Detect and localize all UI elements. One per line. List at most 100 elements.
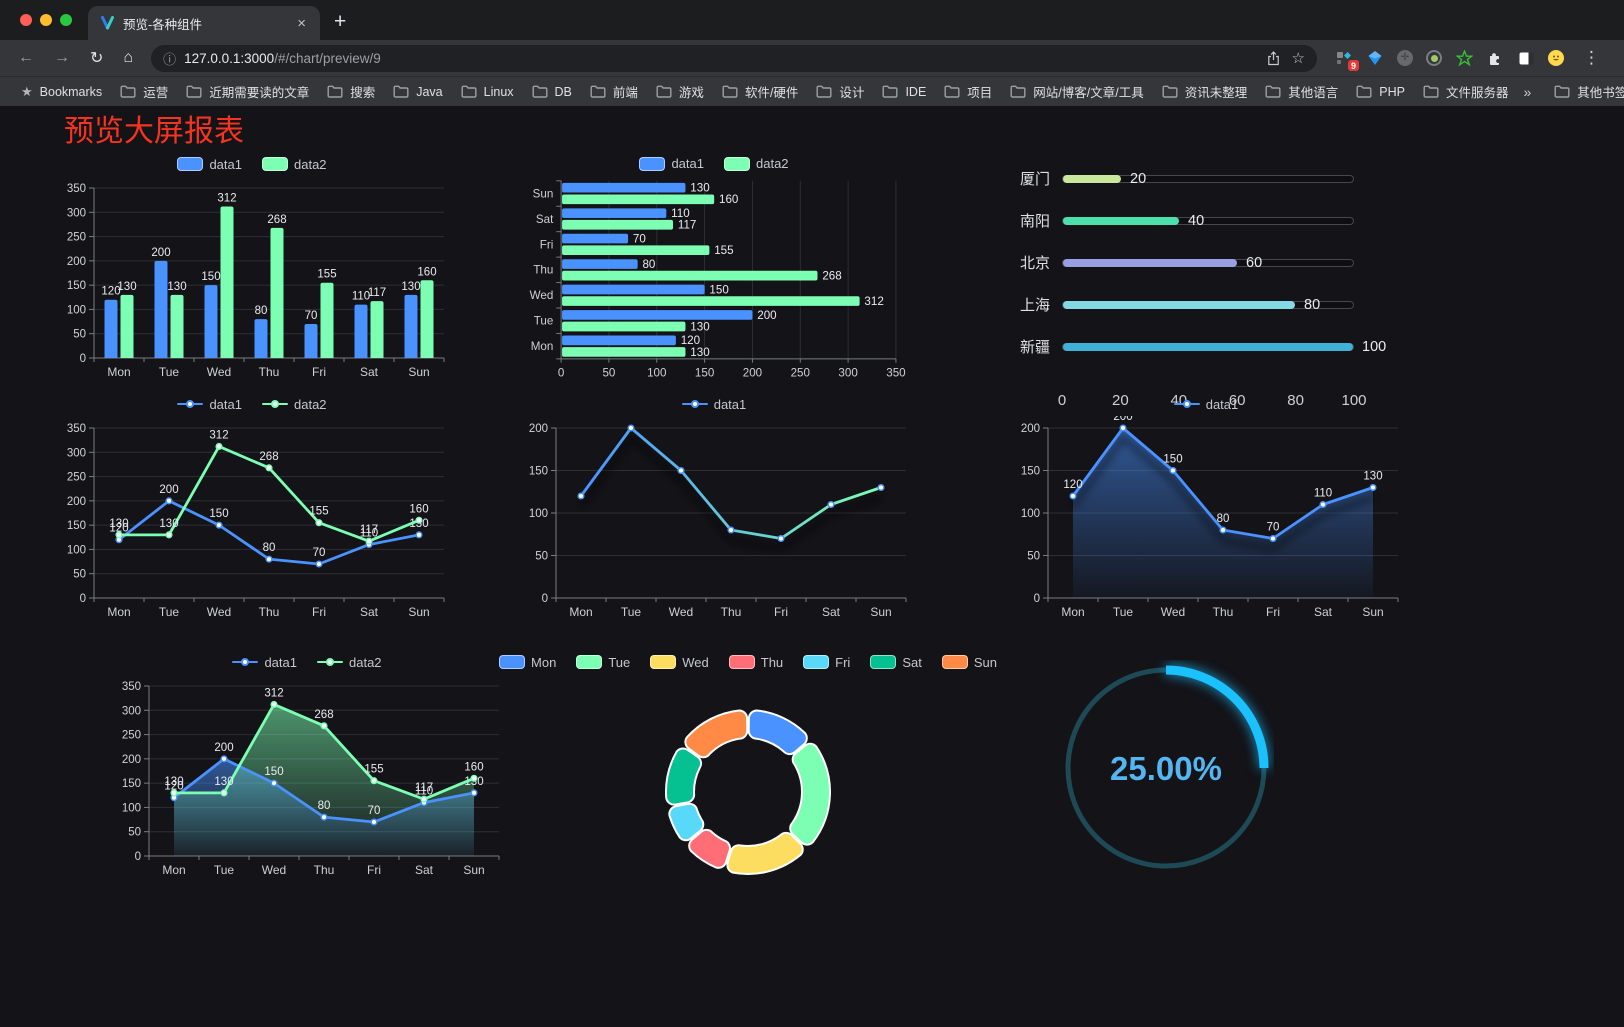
bookmark-label: 运营	[143, 86, 169, 100]
svg-text:Thu: Thu	[1213, 605, 1234, 619]
bookmark-folder-item[interactable]: PHP	[1347, 82, 1414, 102]
extension-green-star-icon[interactable]	[1455, 49, 1473, 67]
browser-window: 预览-各种组件 × + ← → ↻ ⌂ ⓘ 127.0.0.1:3000/#/c…	[0, 0, 1624, 106]
legend-item[interactable]: data2	[317, 655, 382, 670]
svg-text:150: 150	[201, 271, 220, 283]
svg-text:100: 100	[647, 367, 666, 380]
reading-mode-icon[interactable]	[1517, 49, 1535, 67]
extensions-puzzle-icon[interactable]	[1486, 49, 1504, 67]
extension-dark-circle-icon[interactable]: ✛	[1397, 50, 1413, 66]
bookmark-folder-item[interactable]: 搜索	[318, 79, 384, 104]
svg-text:Thu: Thu	[259, 605, 280, 619]
new-tab-button[interactable]: +	[334, 10, 347, 33]
bookmark-folder-item[interactable]: Linux	[452, 82, 523, 102]
svg-text:200: 200	[743, 367, 762, 380]
progress-label: 南阳	[1019, 213, 1050, 230]
legend-marker-icon	[186, 400, 195, 408]
legend-item[interactable]: data1	[177, 157, 242, 172]
bookmark-folder-item[interactable]: 项目	[935, 79, 1001, 104]
extension-green-dot-icon[interactable]	[1426, 50, 1442, 66]
extension-gem-icon[interactable]	[1366, 49, 1384, 67]
bookmark-folder-item[interactable]: Java	[384, 82, 451, 102]
svg-text:110: 110	[352, 291, 370, 303]
url-bar[interactable]: ⓘ 127.0.0.1:3000/#/chart/preview/9 ☆	[151, 44, 1317, 72]
extension-devtools-icon[interactable]: 9	[1335, 49, 1359, 71]
legend-item[interactable]: Mon	[499, 655, 556, 670]
axis-tick-label: 80	[1287, 392, 1304, 409]
emoji-extension-icon[interactable]	[1548, 50, 1564, 66]
bookmark-folder-item[interactable]: 设计	[807, 79, 873, 104]
bookmark-folder-item[interactable]: 软件/硬件	[713, 79, 807, 104]
bookmark-label: 软件/硬件	[744, 86, 799, 100]
legend-item[interactable]: Tue	[576, 655, 630, 670]
progress-fill	[1063, 258, 1237, 267]
legend-label: data2	[349, 654, 382, 670]
legend-item[interactable]: data2	[262, 397, 327, 412]
legend-item[interactable]: data1	[232, 655, 297, 670]
bookmark-folder-item[interactable]: 近期需要读的文章	[177, 79, 318, 104]
pie-segment[interactable]	[668, 802, 705, 842]
bookmark-folder-item[interactable]: 游戏	[647, 79, 713, 104]
back-icon[interactable]: ←	[18, 49, 34, 66]
bookmark-folder-item[interactable]: IDE	[873, 82, 935, 102]
legend-swatch	[639, 156, 666, 171]
legend-item[interactable]: Sat	[870, 655, 922, 670]
bookmark-label: IDE	[905, 84, 927, 99]
svg-text:Sun: Sun	[408, 365, 429, 379]
bookmark-folder-item[interactable]: 资讯未整理	[1153, 79, 1257, 104]
legend-item[interactable]: Sun	[941, 655, 997, 670]
bookmark-folder-item[interactable]: 网站/博客/文章/工具	[1001, 79, 1152, 104]
legend-item[interactable]: data1	[639, 156, 704, 171]
legend-item[interactable]: Wed	[650, 655, 709, 670]
svg-text:110: 110	[360, 528, 378, 540]
reload-icon[interactable]: ↻	[90, 50, 104, 67]
svg-text:155: 155	[309, 506, 328, 518]
forward-icon[interactable]: →	[54, 49, 70, 66]
pie-segment[interactable]	[684, 709, 749, 759]
window-minimize-button[interactable]	[40, 14, 52, 26]
pie-segment[interactable]	[726, 831, 804, 875]
home-icon[interactable]: ⌂	[123, 49, 134, 66]
progress-row: 上海 80	[1002, 294, 1354, 315]
window-close-button[interactable]	[20, 14, 32, 26]
browser-tab[interactable]: 预览-各种组件 ×	[88, 6, 320, 40]
pie-segment[interactable]	[665, 747, 703, 806]
bookmark-folder-item[interactable]: 前端	[581, 79, 647, 104]
pie-segment[interactable]	[688, 828, 731, 869]
pie-segment[interactable]	[789, 742, 831, 846]
page-info-icon[interactable]: ⓘ	[163, 51, 177, 67]
legend-item[interactable]: data1	[177, 397, 242, 412]
svg-text:Wed: Wed	[669, 605, 693, 619]
legend-swatch	[262, 157, 288, 171]
svg-text:Tue: Tue	[621, 605, 642, 619]
legend-item[interactable]: Fri	[803, 655, 850, 670]
svg-text:130: 130	[164, 776, 183, 788]
tab-close-icon[interactable]: ×	[297, 14, 306, 32]
gauge-chart-svg: 25.00%	[1065, 665, 1269, 869]
bookmark-folder-item[interactable]: DB	[523, 82, 581, 102]
svg-text:Sat: Sat	[536, 213, 554, 226]
bookmark-folder-item[interactable]: 文件服务器	[1414, 79, 1518, 104]
bookmark-star-icon[interactable]: ☆	[1291, 50, 1305, 67]
other-bookmarks-item[interactable]: 其他书签	[1545, 79, 1624, 104]
legend-item[interactable]: data1	[681, 397, 746, 412]
pie-segment[interactable]	[747, 709, 808, 756]
legend-item[interactable]: Thu	[728, 655, 783, 670]
svg-text:350: 350	[886, 367, 905, 380]
bookmarks-manager-item[interactable]: ★ Bookmarks	[12, 81, 111, 103]
window-zoom-button[interactable]	[60, 14, 72, 26]
svg-text:200: 200	[214, 742, 233, 754]
svg-text:50: 50	[73, 569, 86, 581]
progress-fill	[1063, 300, 1295, 309]
legend-item[interactable]: data2	[724, 156, 789, 171]
bookmark-folder-item[interactable]: 运营	[111, 79, 177, 104]
legend-item[interactable]: data2	[262, 157, 327, 172]
folder-icon	[1010, 85, 1026, 98]
bookmarks-overflow-icon[interactable]: »	[1523, 83, 1532, 100]
bookmark-folder-item[interactable]: 其他语言	[1256, 79, 1347, 104]
share-icon[interactable]	[1267, 50, 1280, 66]
progress-value: 80	[1304, 296, 1321, 313]
svg-text:130: 130	[690, 346, 709, 359]
legend-item[interactable]: data1	[1173, 397, 1238, 412]
browser-menu-icon[interactable]: ⋮	[1583, 48, 1600, 67]
